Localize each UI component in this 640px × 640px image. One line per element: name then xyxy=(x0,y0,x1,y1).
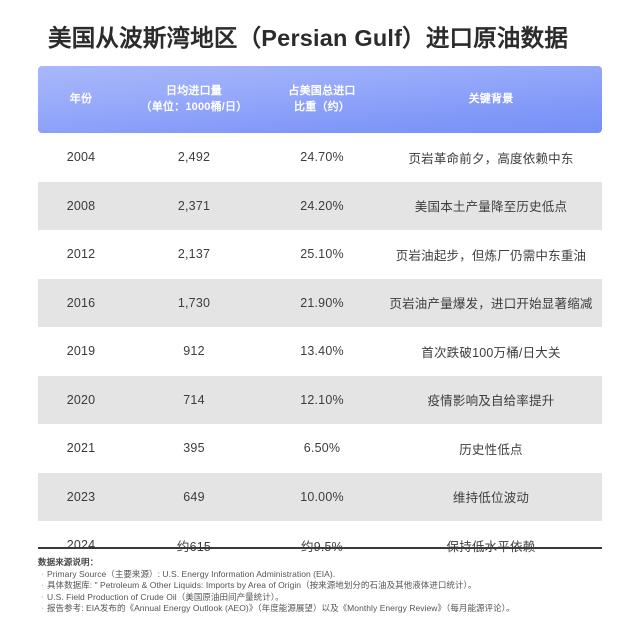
cell-share: 13.40% xyxy=(300,344,344,359)
cell-share: 24.70% xyxy=(300,150,344,165)
cell-context: 页岩革命前夕，高度依赖中东 xyxy=(408,151,574,166)
bullet-icon: · xyxy=(41,593,44,601)
cell-context: 历史性低点 xyxy=(459,442,523,457)
table-row: 2024 约615 约9.5% 保持低水平依赖 xyxy=(38,521,602,570)
table-row: 2016 1,730 21.90% 页岩油产量爆发，进口开始显著缩减 xyxy=(38,278,602,327)
column-header-year: 年份 xyxy=(69,92,93,105)
cell-context: 页岩油起步，但炼厂仍需中东重油 xyxy=(395,248,587,263)
cell-volume: 714 xyxy=(183,392,205,407)
column-header-volume: 日均进口量 （单位：1000桶/日） xyxy=(140,85,248,113)
cell-share: 25.10% xyxy=(300,247,344,262)
table-row: 2008 2,371 24.20% 美国本土产量降至历史低点 xyxy=(38,181,602,230)
cell-share: 12.10% xyxy=(300,392,344,407)
bullet-icon: · xyxy=(41,582,44,590)
cell-context: 疫情影响及自给率提升 xyxy=(427,394,555,409)
footnote-block: 数据来源说明： · Primary Source（主要来源）: U.S. Ene… xyxy=(38,556,638,615)
cell-share: 约9.5% xyxy=(264,536,380,555)
cell-volume: 2,137 xyxy=(177,247,211,262)
table-row: 2012 2,137 25.10% 页岩油起步，但炼厂仍需中东重油 xyxy=(38,230,602,279)
footnote-item: · Primary Source（主要来源）: U.S. Energy Info… xyxy=(38,569,638,580)
footnote-text: U.S. Field Production of Crude Oil（美国原油田… xyxy=(47,591,284,602)
cell-year: 2024 xyxy=(66,538,96,553)
table-row: 2020 714 12.10% 疫情影响及自给率提升 xyxy=(38,375,602,424)
cell-volume: 2,492 xyxy=(177,150,211,165)
cell-share: 6.50% xyxy=(303,441,341,456)
footnote-item: · 具体数据库: " Petroleum & Other Liquids: Im… xyxy=(38,580,638,591)
footnote-text: 具体数据库: " Petroleum & Other Liquids: Impo… xyxy=(47,580,477,591)
cell-year: 2016 xyxy=(66,295,96,310)
table-row: 2004 2,492 24.70% 页岩革命前夕，高度依赖中东 xyxy=(38,133,602,182)
page-title: 美国从波斯湾地区（Persian Gulf）进口原油数据 xyxy=(48,25,569,51)
cell-volume: 649 xyxy=(183,489,205,504)
cell-context: 保持低水平依赖 xyxy=(380,536,602,555)
cell-year: 2023 xyxy=(66,489,96,504)
bullet-icon: · xyxy=(41,571,44,578)
footnote-title: 数据来源说明： xyxy=(38,557,99,567)
cell-context: 美国本土产量降至历史低点 xyxy=(414,200,568,215)
cell-year: 2012 xyxy=(66,247,96,262)
cell-year: 2008 xyxy=(66,198,96,213)
bullet-icon: · xyxy=(41,605,44,613)
cell-context: 首次跌破100万桶/日大关 xyxy=(421,345,561,360)
cell-volume: 1,730 xyxy=(177,295,211,310)
cell-context: 页岩油产量爆发，进口开始显著缩减 xyxy=(389,297,593,312)
cell-volume: 2,371 xyxy=(177,198,211,213)
footnote-item: · 报告参考: EIA发布的《Annual Energy Outlook (AE… xyxy=(38,603,638,614)
cell-year: 2021 xyxy=(66,441,96,456)
column-header-context: 关键背景 xyxy=(468,92,514,105)
cell-year: 2019 xyxy=(66,344,96,359)
cell-share: 21.90% xyxy=(300,295,344,310)
cell-share: 10.00% xyxy=(300,489,344,504)
footnote-text: Primary Source（主要来源）: U.S. Energy Inform… xyxy=(47,569,336,579)
footnote-list: · Primary Source（主要来源）: U.S. Energy Info… xyxy=(38,569,638,615)
cell-year: 2004 xyxy=(66,150,96,165)
table-row: 2021 395 6.50% 历史性低点 xyxy=(38,424,602,473)
cell-volume: 约615 xyxy=(124,536,264,555)
cell-context: 维持低位波动 xyxy=(452,491,530,506)
table-row: 2019 912 13.40% 首次跌破100万桶/日大关 xyxy=(38,327,602,376)
table-bottom-divider xyxy=(38,547,602,549)
data-table: 年份 日均进口量 （单位：1000桶/日） 占美国总进口 比重（约） 关键背景 … xyxy=(38,66,602,570)
column-header-share: 占美国总进口 比重（约） xyxy=(288,85,356,113)
cell-volume: 912 xyxy=(183,344,205,359)
footnote-text: 报告参考: EIA发布的《Annual Energy Outlook (AEO)… xyxy=(47,603,515,614)
cell-volume: 395 xyxy=(183,441,205,456)
table-header-row: 年份 日均进口量 （单位：1000桶/日） 占美国总进口 比重（约） 关键背景 xyxy=(38,66,602,133)
cell-share: 24.20% xyxy=(300,198,344,213)
footnote-item: · U.S. Field Production of Crude Oil（美国原… xyxy=(38,592,638,603)
cell-year: 2020 xyxy=(66,392,96,407)
table-row: 2023 649 10.00% 维持低位波动 xyxy=(38,472,602,521)
